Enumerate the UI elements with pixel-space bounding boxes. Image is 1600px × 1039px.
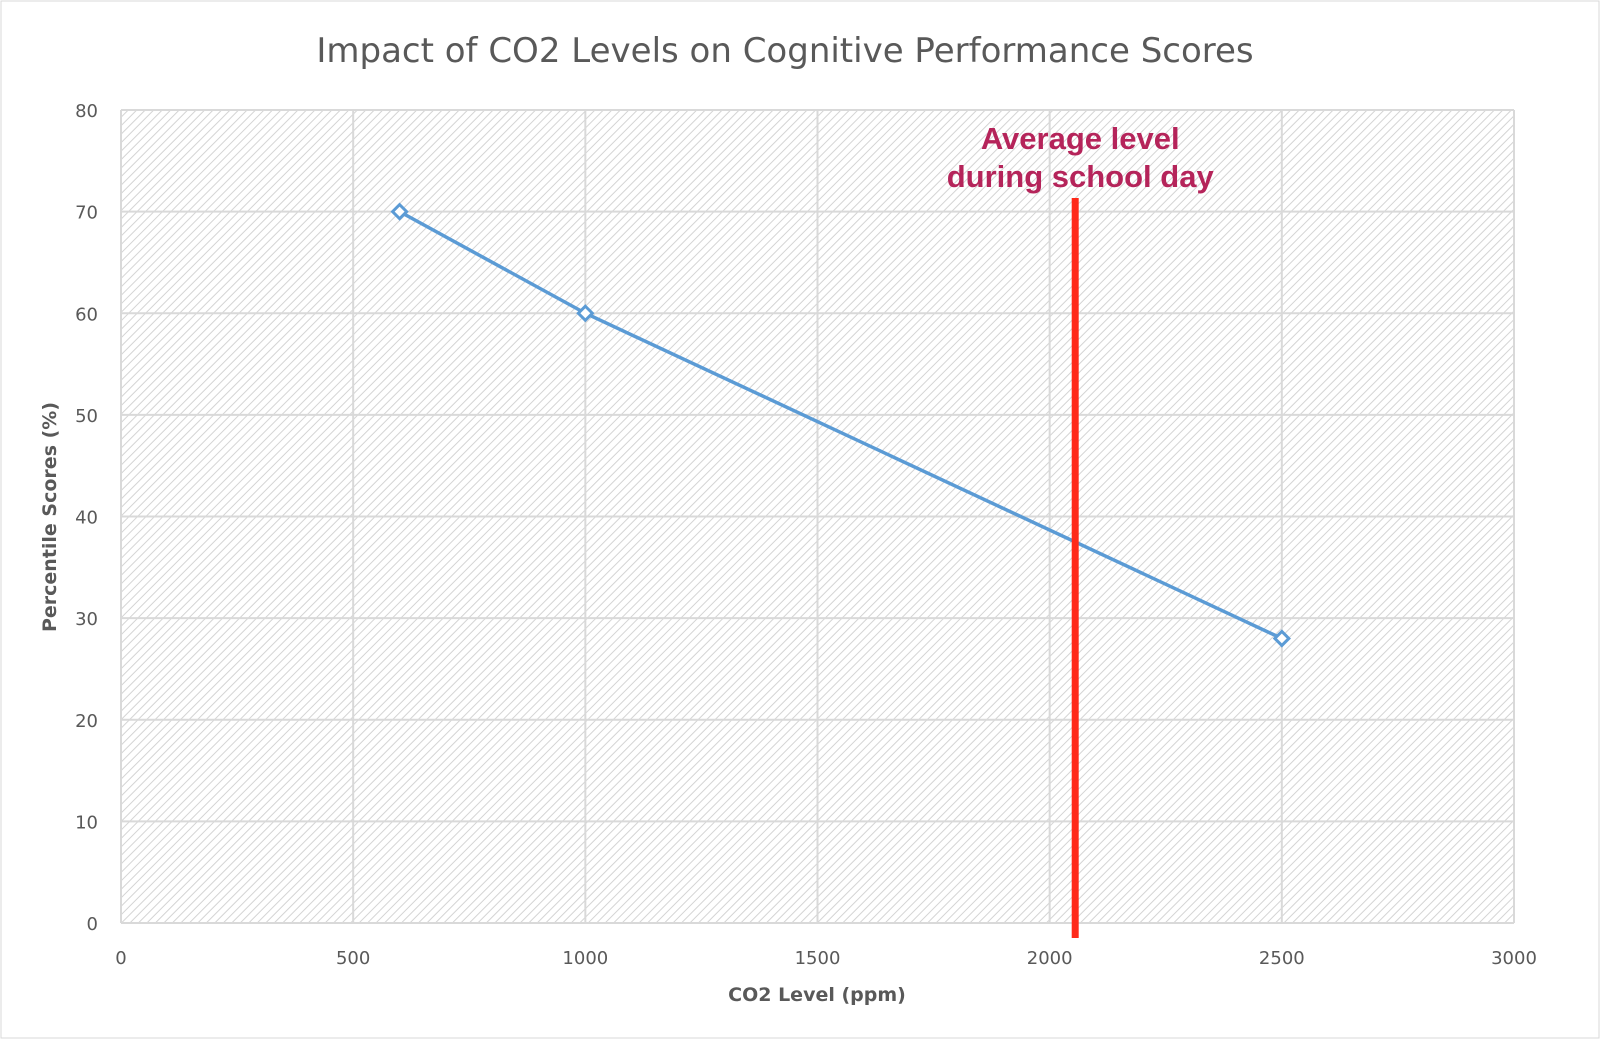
y-tick-label: 40 — [75, 508, 98, 529]
x-tick-label: 500 — [336, 948, 370, 969]
x-tick-label: 2500 — [1259, 948, 1305, 969]
x-tick-label: 0 — [115, 948, 126, 969]
data-point-marker — [576, 304, 595, 323]
y-tick-label: 30 — [75, 609, 98, 630]
y-tick-label: 70 — [75, 203, 98, 224]
x-tick-label: 1000 — [562, 948, 608, 969]
y-tick-label: 10 — [75, 812, 98, 833]
y-tick-label: 0 — [87, 914, 98, 935]
y-axis-label: Percentile Scores (%) — [39, 402, 61, 632]
y-tick-label: 20 — [75, 711, 98, 732]
x-tick-label: 1500 — [795, 948, 841, 969]
chart-title: Impact of CO2 Levels on Cognitive Perfor… — [316, 31, 1253, 71]
y-tick-label: 60 — [75, 304, 98, 325]
annotation-text: during school day — [947, 159, 1215, 194]
y-tick-label: 50 — [75, 406, 98, 427]
x-axis-label: CO2 Level (ppm) — [728, 984, 906, 1006]
y-tick-label: 80 — [75, 101, 98, 122]
data-point-marker — [1272, 629, 1291, 648]
annotation-text: Average level — [981, 121, 1180, 156]
x-tick-label: 3000 — [1491, 948, 1537, 969]
data-point-marker — [390, 202, 409, 221]
x-tick-label: 2000 — [1027, 948, 1073, 969]
